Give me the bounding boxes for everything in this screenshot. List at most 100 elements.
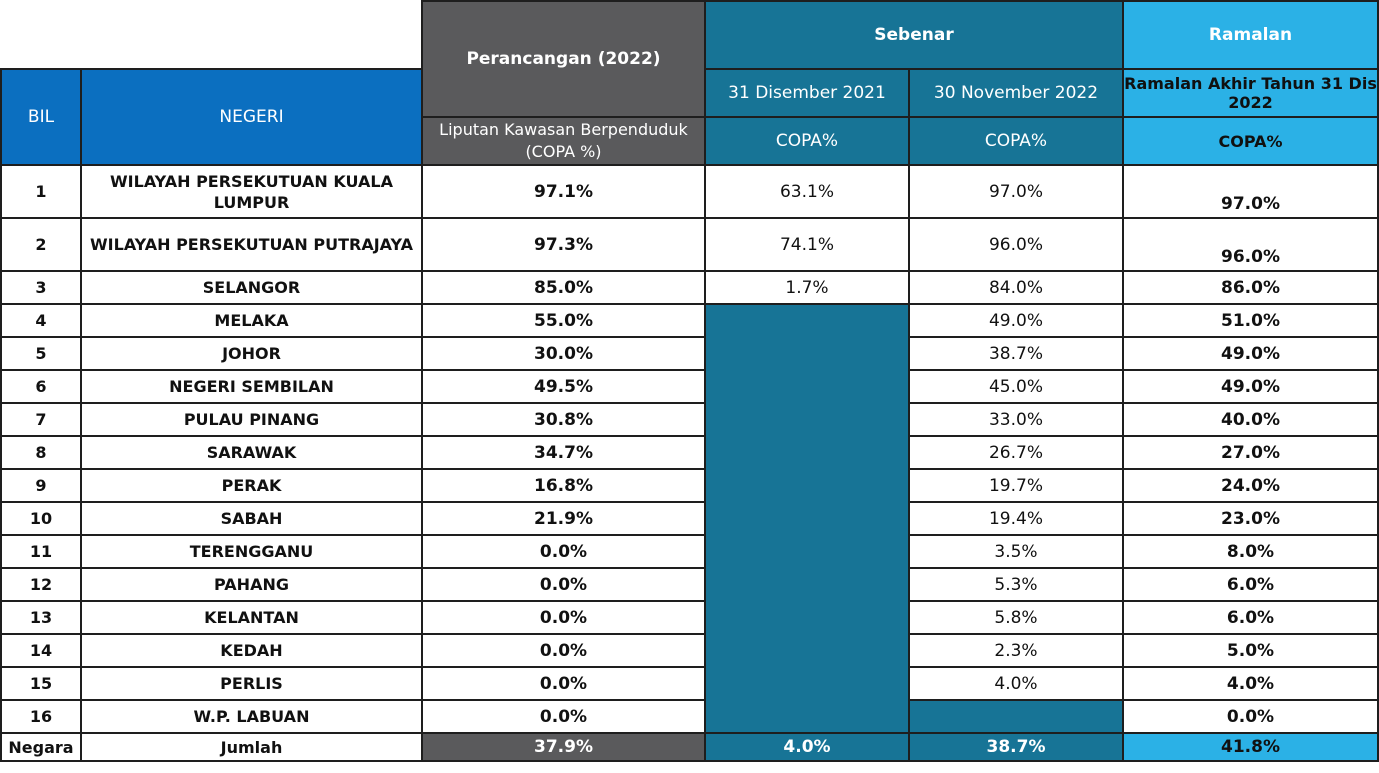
row-negeri: PERAK	[80, 468, 423, 503]
header-copa-dis-2021: COPA%	[704, 116, 910, 166]
table-row: 7 PULAU PINANG 30.8% 33.0% 40.0%	[0, 402, 1379, 437]
row-bil: 6	[0, 369, 82, 404]
row-negeri: PULAU PINANG	[80, 402, 423, 437]
header-row-1: Perancangan (2022) Sebenar Ramalan	[1, 0, 1379, 118]
table-row: 8 SARAWAK 34.7% 26.7% 27.0%	[0, 435, 1379, 470]
row-nov-2022: 49.0%	[908, 303, 1124, 338]
row-perancangan: 0.0%	[421, 567, 706, 602]
row-ramalan: 6.0%	[1122, 600, 1379, 635]
row-bil: 3	[0, 270, 82, 305]
row-bil: 9	[0, 468, 82, 503]
row-ramalan: 6.0%	[1122, 567, 1379, 602]
header-copa-nov-2022: COPA%	[908, 116, 1124, 166]
row-negeri: MELAKA	[80, 303, 423, 338]
footer-negara: Negara	[0, 732, 82, 762]
table-row: 16 W.P. LABUAN 0.0% 0.0%	[0, 699, 1379, 734]
footer-nov-2022: 38.7%	[908, 732, 1124, 762]
row-nov-2022: 84.0%	[908, 270, 1124, 305]
row-negeri: KEDAH	[80, 633, 423, 668]
row-ramalan: 24.0%	[1122, 468, 1379, 503]
row-ramalan: 40.0%	[1122, 402, 1379, 437]
row-nov-2022: 96.0%	[908, 217, 1124, 272]
row-bil: 15	[0, 666, 82, 701]
row-bil: 12	[0, 567, 82, 602]
row-negeri: PAHANG	[80, 567, 423, 602]
row-ramalan: 51.0%	[1122, 303, 1379, 338]
row-bil: 13	[0, 600, 82, 635]
header-negeri: NEGERI	[80, 68, 423, 166]
row-nov-2022: 45.0%	[908, 369, 1124, 404]
row-ramalan: 49.0%	[1122, 369, 1379, 404]
row-nov-2022: 19.7%	[908, 468, 1124, 503]
row-nov-2022: 38.7%	[908, 336, 1124, 371]
row-perancangan: 55.0%	[421, 303, 706, 338]
row-negeri: WILAYAH PERSEKUTUAN PUTRAJAYA	[80, 217, 423, 272]
header-row-3: Liputan Kawasan Berpenduduk (COPA %) COP…	[1, 116, 1379, 166]
table-row: 13 KELANTAN 0.0% 5.8% 6.0%	[0, 600, 1379, 635]
row-nov-2022: 4.0%	[908, 666, 1124, 701]
table-row: 11 TERENGGANU 0.0% 3.5% 8.0%	[0, 534, 1379, 569]
header-row-2: BIL NEGERI 31 Disember 2021 30 November …	[0, 68, 1379, 166]
table-row: 14 KEDAH 0.0% 2.3% 5.0%	[0, 633, 1379, 668]
row-bil: 1	[0, 164, 82, 219]
table-row: 2 WILAYAH PERSEKUTUAN PUTRAJAYA 97.3% 74.1%…	[0, 217, 1379, 272]
header-ramalan: Ramalan	[1122, 0, 1379, 70]
row-ramalan: 49.0%	[1122, 336, 1379, 371]
row-perancangan: 85.0%	[421, 270, 706, 305]
row-nov-2022: 5.8%	[908, 600, 1124, 635]
header-perancangan: Perancangan (2022)	[421, 0, 706, 118]
row-negeri: WILAYAH PERSEKUTUAN KUALA LUMPUR	[80, 164, 423, 219]
row-ramalan: 0.0%	[1122, 699, 1379, 734]
row-nov-2022: 5.3%	[908, 567, 1124, 602]
table-row: 6 NEGERI SEMBILAN 49.5% 45.0% 49.0%	[0, 369, 1379, 404]
row-negeri: SARAWAK	[80, 435, 423, 470]
row-dis-2021: 1.7%	[704, 270, 910, 305]
header-perancangan-sub: Liputan Kawasan Berpenduduk (COPA %)	[421, 116, 706, 166]
header-ramalan-akhir-tahun: Ramalan Akhir Tahun 31 Dis 2022	[1122, 68, 1379, 118]
row-nov-2022: 3.5%	[908, 534, 1124, 569]
table-row: 5 JOHOR 30.0% 38.7% 49.0%	[0, 336, 1379, 371]
row-bil: 7	[0, 402, 82, 437]
footer-jumlah: Jumlah	[80, 732, 423, 762]
row-perancangan: 0.0%	[421, 633, 706, 668]
row-negeri: TERENGGANU	[80, 534, 423, 569]
row-perancangan: 97.3%	[421, 217, 706, 272]
row-perancangan: 30.8%	[421, 402, 706, 437]
row-nov-2022-empty	[908, 699, 1124, 734]
row-negeri: SABAH	[80, 501, 423, 536]
row-negeri: PERLIS	[80, 666, 423, 701]
row-dis-2021: 74.1%	[704, 217, 910, 272]
row-ramalan: 96.0%	[1122, 217, 1379, 272]
row-ramalan: 4.0%	[1122, 666, 1379, 701]
row-ramalan: 23.0%	[1122, 501, 1379, 536]
header-copa-ramalan: COPA%	[1122, 116, 1379, 166]
row-perancangan: 0.0%	[421, 666, 706, 701]
table-row: 12 PAHANG 0.0% 5.3% 6.0%	[0, 567, 1379, 602]
header-date-nov-2022: 30 November 2022	[908, 68, 1124, 118]
row-bil: 8	[0, 435, 82, 470]
table-row: 10 SABAH 21.9% 19.4% 23.0%	[0, 501, 1379, 536]
row-nov-2022: 33.0%	[908, 402, 1124, 437]
row-negeri: NEGERI SEMBILAN	[80, 369, 423, 404]
row-perancangan: 0.0%	[421, 534, 706, 569]
header-date-dis-2021: 31 Disember 2021	[704, 68, 910, 118]
row-perancangan: 49.5%	[421, 369, 706, 404]
row-nov-2022: 19.4%	[908, 501, 1124, 536]
row-dis-2021: 63.1%	[704, 164, 910, 219]
row-perancangan: 0.0%	[421, 699, 706, 734]
table-row: 4 MELAKA 55.0% 49.0% 51.0%	[0, 303, 1379, 734]
footer-row: Negara Jumlah 37.9% 4.0% 38.7% 41.8%	[0, 732, 1379, 762]
table-row: 1 WILAYAH PERSEKUTUAN KUALA LUMPUR 97.1% 63…	[0, 164, 1379, 219]
header-blank	[1, 1, 422, 69]
row-bil: 5	[0, 336, 82, 371]
row-perancangan: 21.9%	[421, 501, 706, 536]
row-perancangan: 16.8%	[421, 468, 706, 503]
table-row: 9 PERAK 16.8% 19.7% 24.0%	[0, 468, 1379, 503]
row-negeri: SELANGOR	[80, 270, 423, 305]
row-bil: 11	[0, 534, 82, 569]
row-ramalan: 86.0%	[1122, 270, 1379, 305]
header-bil: BIL	[0, 68, 82, 166]
footer-dis-2021: 4.0%	[704, 732, 910, 762]
row-bil: 14	[0, 633, 82, 668]
